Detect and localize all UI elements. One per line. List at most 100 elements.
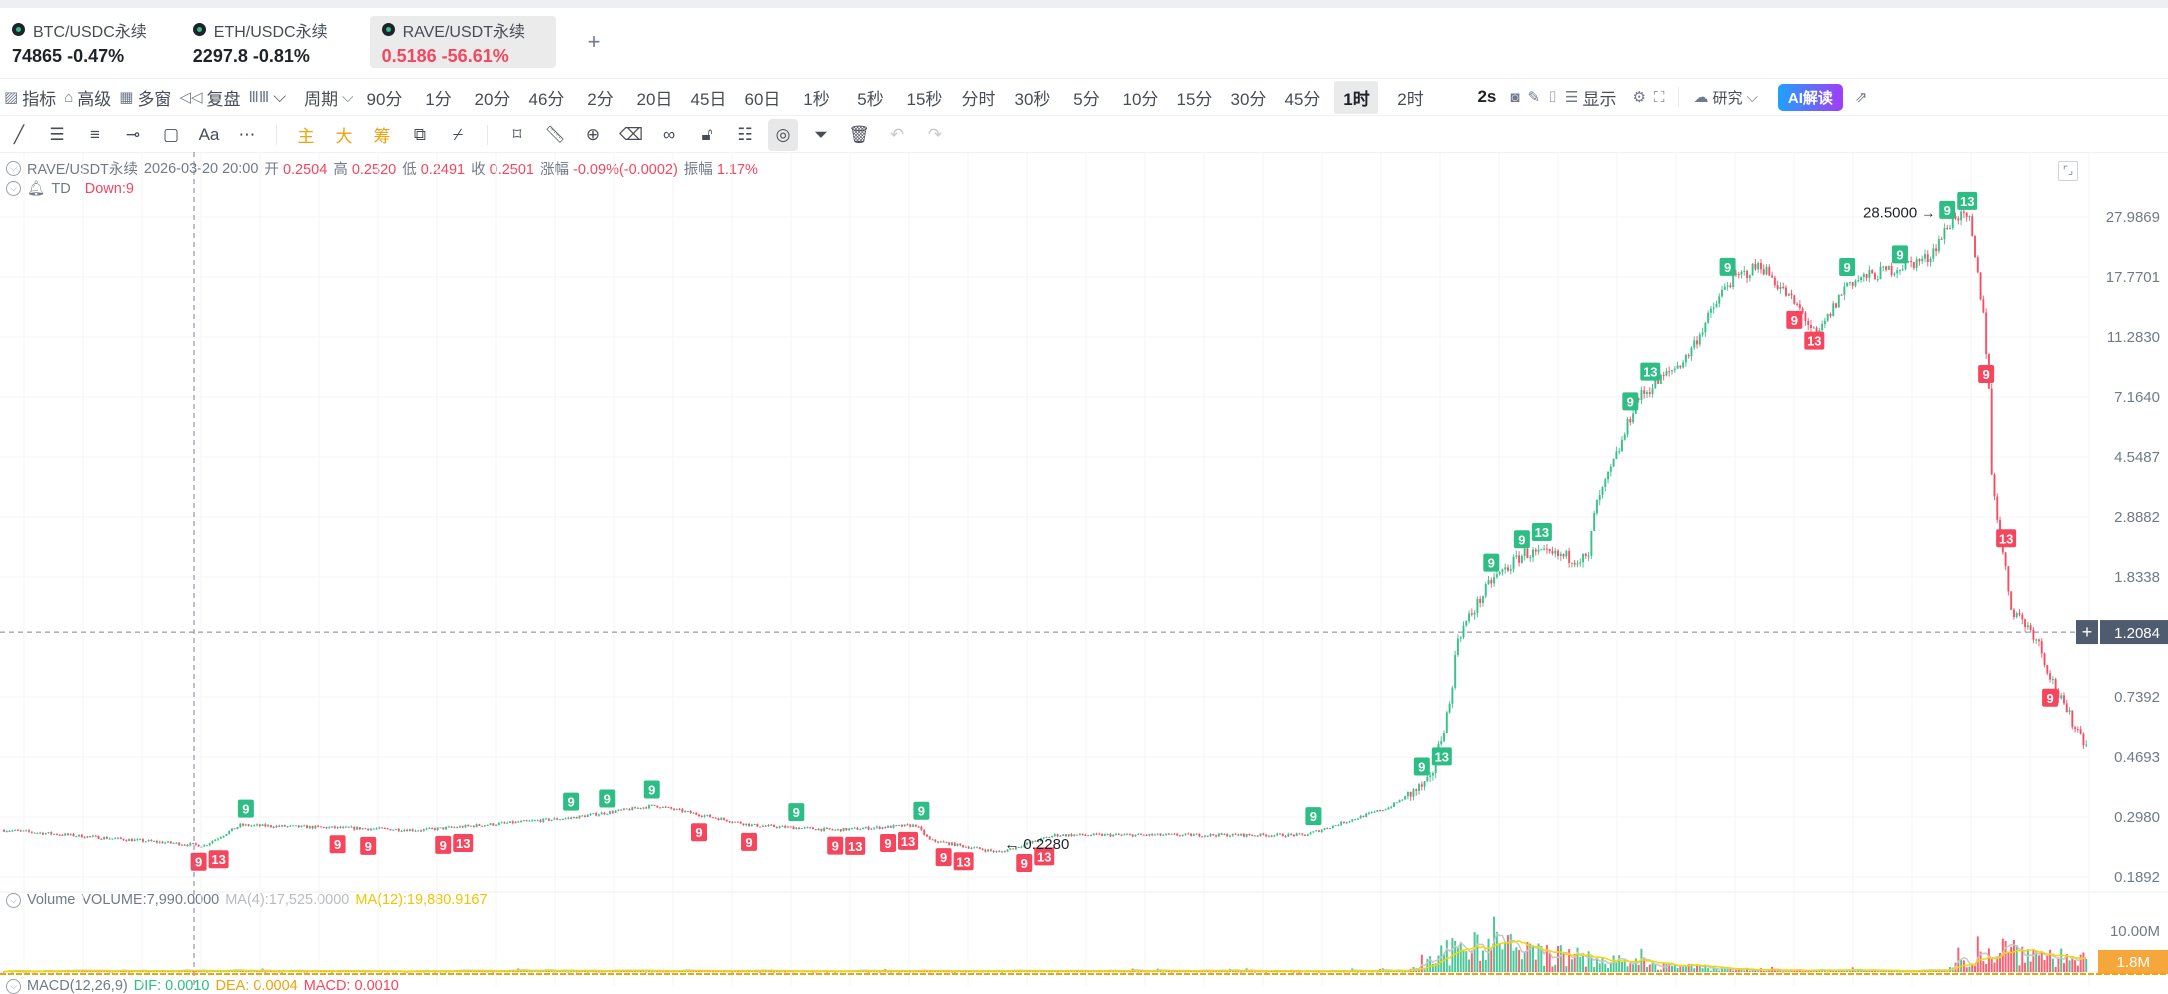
rectangle-icon[interactable]: ▢ bbox=[162, 124, 180, 144]
eraser-icon[interactable]: ⌫ bbox=[618, 124, 644, 144]
candle bbox=[686, 811, 689, 813]
candle bbox=[611, 811, 614, 813]
candle bbox=[1026, 842, 1029, 845]
trash-icon[interactable]: 🗑︎ bbox=[848, 124, 870, 144]
period-option[interactable]: 10分 bbox=[1122, 89, 1159, 109]
candle bbox=[1087, 835, 1090, 837]
candle bbox=[2012, 609, 2015, 618]
filter-icon[interactable]: ⏷ bbox=[814, 124, 828, 144]
research-dropdown[interactable]: ☁ 研究 ⌵ bbox=[1689, 83, 1761, 112]
candle bbox=[976, 847, 978, 849]
candle bbox=[439, 827, 442, 829]
add-tab-button[interactable]: + bbox=[587, 29, 601, 54]
toolbar-indicator[interactable]: ▨ 指标 bbox=[0, 81, 60, 114]
symbol-tab[interactable]: BTC/USDC永续 74865 -0.47% bbox=[0, 16, 159, 68]
toolbar-replay[interactable]: ◁◁ 复盘 bbox=[175, 81, 244, 114]
overlay-toggle[interactable]: 大 bbox=[335, 127, 353, 146]
period-option[interactable]: 20分 bbox=[474, 89, 511, 109]
magnet-icon[interactable]: ⧉ bbox=[413, 124, 427, 144]
overlay-toggle[interactable]: 主 bbox=[297, 127, 315, 146]
symbol-tab[interactable]: ETH/USDC永续 2297.8 -0.81% bbox=[181, 16, 340, 68]
period-option[interactable]: 30分 bbox=[1230, 89, 1267, 109]
period-option[interactable]: 分时 bbox=[961, 89, 996, 109]
link-icon[interactable]: ∞ bbox=[662, 124, 676, 144]
volume-bar bbox=[97, 971, 100, 973]
candlestick-chart[interactable]: 27.9869 17.7701 11.2830 7.1640 4.5487 2.8882 1… bbox=[0, 152, 2168, 986]
volume-bar bbox=[2057, 957, 2060, 972]
period-option[interactable]: 2分 bbox=[587, 89, 614, 109]
notes-icon[interactable]: ☷ bbox=[737, 124, 753, 144]
period-dropdown[interactable]: 周期 ⌵ bbox=[300, 81, 357, 114]
candle bbox=[1237, 834, 1240, 836]
volume-bar bbox=[1248, 971, 1251, 973]
period-option[interactable]: 5分 bbox=[1073, 89, 1100, 109]
period-option[interactable]: 60日 bbox=[744, 89, 781, 109]
period-option[interactable]: 45日 bbox=[690, 89, 727, 109]
lock-icon[interactable]: 🔓︎ bbox=[701, 124, 713, 144]
refresh-interval[interactable]: 2s bbox=[1477, 87, 1497, 106]
fullscreen-icon[interactable]: ⛶ bbox=[1653, 88, 1665, 106]
display-button[interactable]: ☰ 显示 bbox=[1561, 81, 1620, 114]
candle bbox=[497, 822, 500, 825]
period-option[interactable]: 15分 bbox=[1176, 89, 1213, 109]
period-option[interactable]: 1秒 bbox=[803, 89, 830, 109]
camera-icon[interactable]: ◙ bbox=[1510, 88, 1520, 106]
symbol-tab[interactable]: RAVE/USDT永续 0.5186 -56.61% bbox=[369, 16, 556, 68]
period-option[interactable]: 45分 bbox=[1284, 89, 1321, 109]
toolbar-multi-window[interactable]: ▦ 多窗 bbox=[115, 81, 175, 114]
period-option[interactable]: 5秒 bbox=[857, 89, 884, 109]
candle bbox=[475, 824, 478, 827]
horizontal-ray-icon[interactable]: ⊸ bbox=[125, 124, 141, 144]
bookmark-icon[interactable]: ⌷ bbox=[1548, 88, 1558, 106]
line-icon[interactable]: ╱ bbox=[13, 124, 25, 144]
expand-icon[interactable]: ⌜⌟ bbox=[2058, 161, 2078, 181]
bookmark-icon[interactable]: ⌑ bbox=[512, 124, 522, 144]
brush-icon[interactable]: ⌿ bbox=[452, 124, 464, 144]
undo-icon[interactable]: ↶ bbox=[889, 124, 905, 144]
more-icon[interactable]: ⋯ bbox=[238, 124, 256, 144]
ai-button[interactable]: AI解读 bbox=[1777, 83, 1843, 111]
toolbar-chart-type[interactable]: ⅢⅢ ⌵ bbox=[245, 83, 291, 111]
parallel-lines-icon[interactable]: ☰ bbox=[49, 124, 65, 144]
candle bbox=[1601, 486, 1604, 496]
collapse-icon[interactable]: ⌵ bbox=[6, 181, 21, 196]
volume-bar bbox=[1490, 948, 1493, 972]
candle bbox=[564, 818, 567, 820]
candle bbox=[1887, 265, 1890, 270]
bell-icon[interactable]: 🔔︎ bbox=[27, 181, 46, 197]
candle bbox=[100, 838, 103, 840]
period-option[interactable]: 30秒 bbox=[1014, 89, 1051, 109]
horizontal-lines-icon[interactable]: ≡ bbox=[90, 124, 100, 144]
zoom-icon[interactable]: ⊕ bbox=[585, 124, 601, 144]
share-icon[interactable]: ⇗ bbox=[1854, 89, 1868, 106]
collapse-icon[interactable]: ⌵ bbox=[6, 161, 21, 176]
candle bbox=[39, 832, 42, 834]
text-icon[interactable]: Aa bbox=[198, 124, 220, 144]
period-option[interactable]: 46分 bbox=[528, 89, 565, 109]
period-option[interactable]: 20日 bbox=[636, 89, 673, 109]
overlay-toggle[interactable]: 筹 bbox=[373, 127, 391, 146]
candle bbox=[1910, 260, 1913, 263]
price-tick-label: 27.9869 bbox=[2106, 209, 2160, 226]
ruler-icon[interactable]: 📏︎ bbox=[544, 124, 566, 144]
volume-bar bbox=[1348, 971, 1351, 973]
period-option[interactable]: 2时 bbox=[1397, 89, 1424, 109]
settings-icon[interactable]: ⚙ bbox=[1632, 89, 1646, 106]
candle bbox=[164, 842, 167, 844]
candle bbox=[914, 824, 917, 827]
visibility-icon[interactable]: ◎ bbox=[768, 118, 798, 151]
candle bbox=[1231, 833, 1234, 836]
period-option[interactable]: 90分 bbox=[366, 89, 403, 109]
period-option[interactable]: 1分 bbox=[425, 89, 452, 109]
toolbar-advanced[interactable]: ⌂ 高级 bbox=[60, 81, 115, 114]
tab-change: -56.61% bbox=[441, 45, 509, 66]
pen-icon[interactable]: ✎ bbox=[1527, 89, 1541, 106]
candle bbox=[2043, 653, 2046, 666]
period-option[interactable]: 1时 bbox=[1334, 80, 1379, 114]
candle bbox=[1128, 834, 1131, 836]
collapse-icon[interactable]: ⌵ bbox=[6, 892, 21, 908]
close-icon[interactable] bbox=[381, 23, 395, 36]
period-option[interactable]: 15秒 bbox=[906, 89, 943, 109]
add-alert-button[interactable] bbox=[2076, 620, 2098, 645]
redo-icon[interactable]: ↷ bbox=[927, 124, 943, 144]
